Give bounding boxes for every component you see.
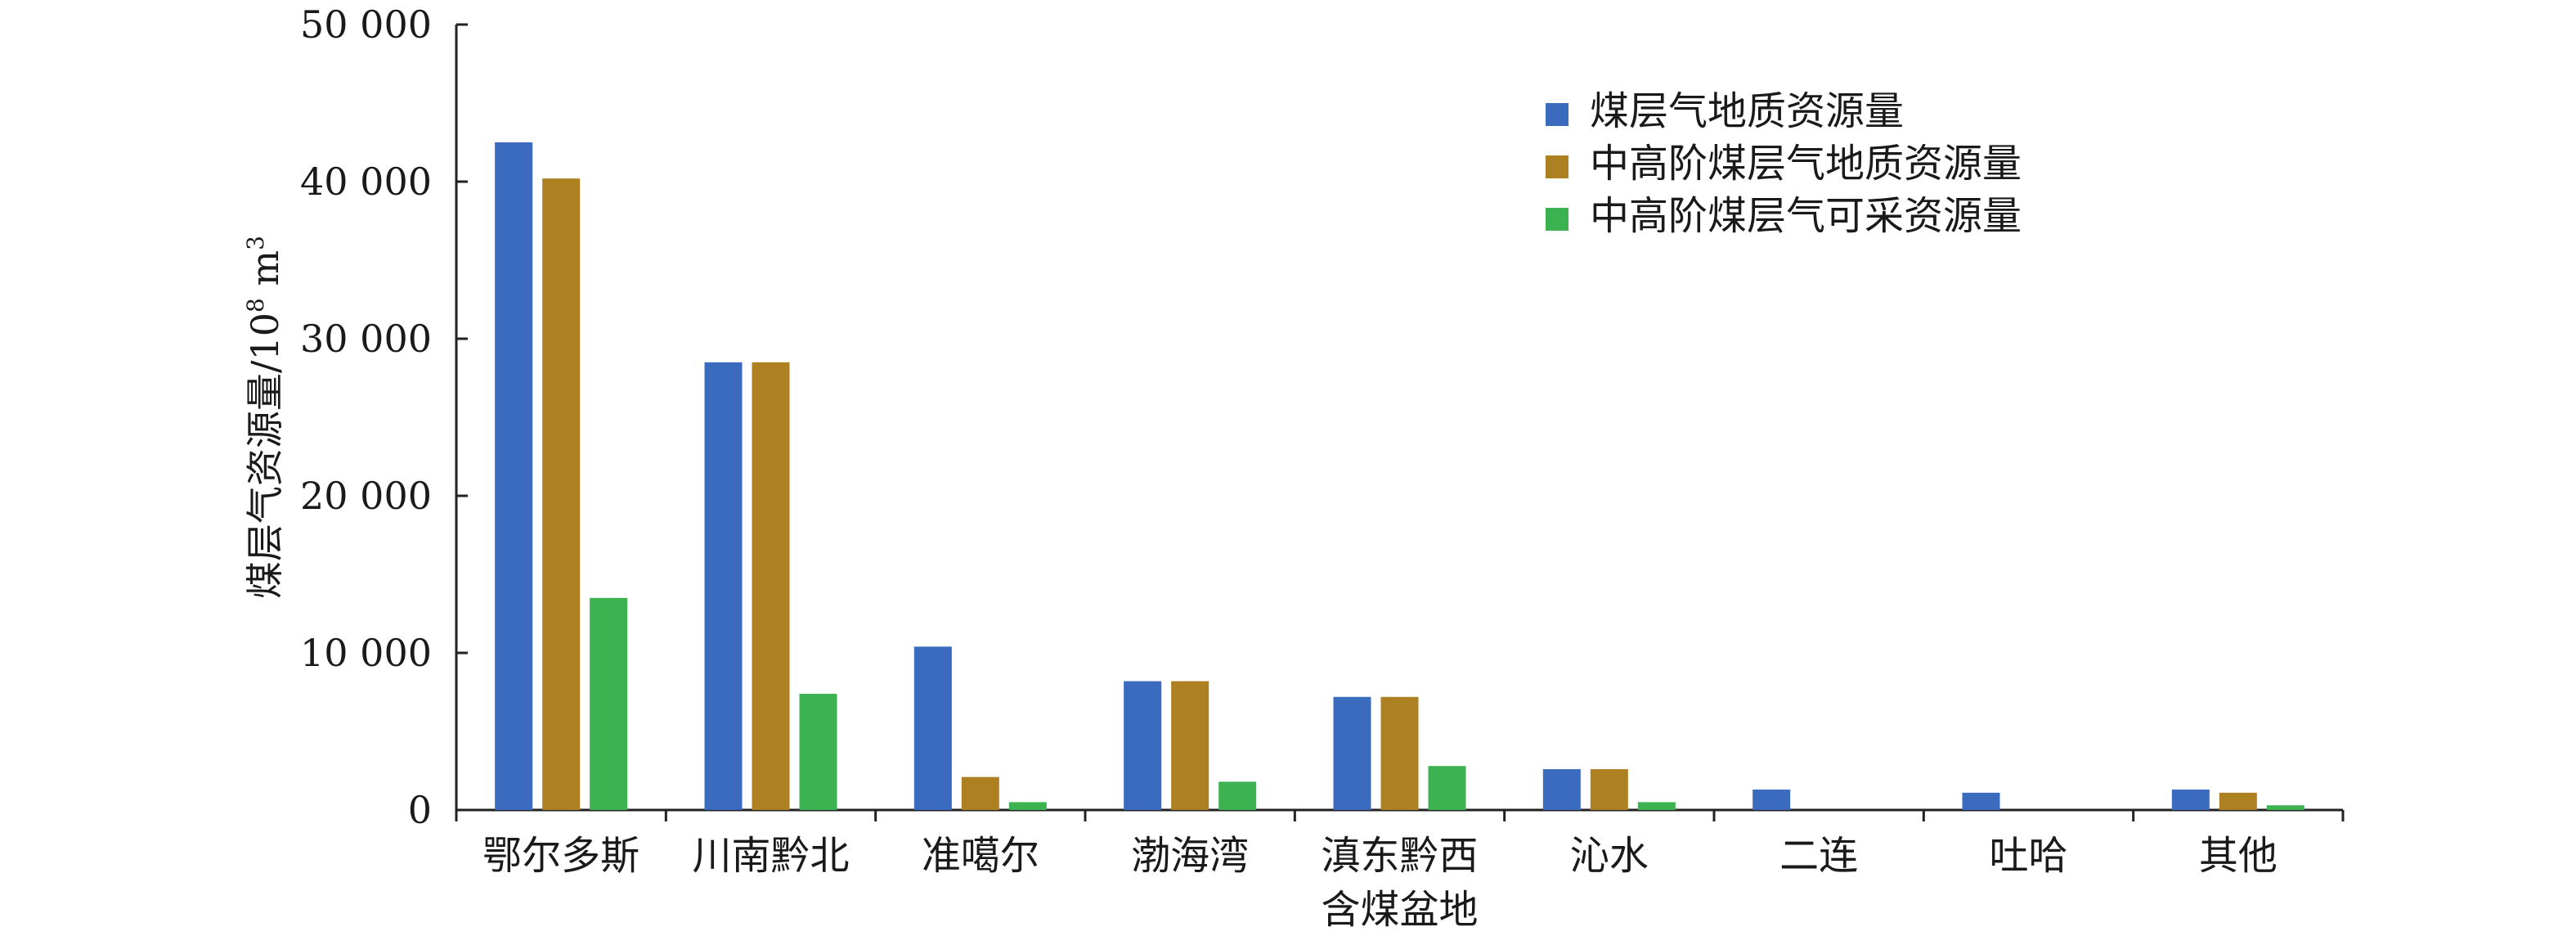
bar — [913, 646, 952, 810]
y-axis-title-unit-exponent: 3 — [242, 236, 269, 250]
x-tick-label: 川南黔北 — [692, 833, 849, 879]
bar — [1637, 802, 1676, 810]
bar — [1008, 802, 1047, 810]
x-tick-label: 渤海湾 — [1131, 833, 1249, 879]
bars — [495, 142, 2304, 810]
x-tick-label: 滇东黔西 — [1321, 833, 1478, 879]
bar — [1752, 790, 1791, 810]
y-axis-title-main: 煤层气资源量/10 — [243, 313, 287, 599]
bar — [542, 178, 581, 810]
bar — [1171, 681, 1209, 810]
bar — [961, 776, 999, 810]
bar — [1962, 792, 2000, 810]
y-axis-title-exponent: 8 — [242, 298, 269, 313]
legend-label: 中高阶煤层气地质资源量 — [1590, 141, 2022, 187]
legend-swatch — [1546, 208, 1568, 231]
bar — [1124, 681, 1162, 810]
y-axis-title: 煤层气资源量/108 m3 — [242, 236, 287, 599]
x-tick-label: 沁水 — [1570, 833, 1649, 879]
x-tick-label: 二连 — [1779, 833, 1858, 879]
y-tick-label: 20 000 — [300, 474, 432, 518]
bar — [1590, 769, 1628, 810]
bar — [1380, 696, 1419, 810]
bar — [2219, 792, 2257, 810]
bar — [704, 362, 743, 810]
legend-swatch — [1546, 155, 1568, 178]
x-tick-label: 准噶尔 — [922, 833, 1039, 879]
y-tick-label: 40 000 — [300, 160, 432, 204]
bar — [1333, 696, 1371, 810]
x-tick-label: 吐哈 — [1989, 833, 2067, 879]
y-axis-title-unit: m — [243, 250, 287, 298]
bar — [1542, 769, 1581, 810]
legend-label: 中高阶煤层气可采资源量 — [1590, 193, 2022, 239]
bar — [799, 693, 837, 810]
y-tick-label: 30 000 — [300, 317, 432, 361]
bar — [2266, 805, 2304, 810]
bar — [752, 362, 790, 810]
bar — [495, 142, 533, 810]
bar — [2171, 790, 2210, 810]
x-tick-label: 含煤盆地 — [1321, 887, 1478, 933]
x-tick-label: 其他 — [2199, 833, 2278, 879]
bar — [1428, 766, 1466, 810]
y-axis: 0 10 000 20 000 30 000 40 000 50 000 — [300, 2, 468, 832]
x-tick-label: 鄂尔多斯 — [482, 833, 640, 879]
bar — [1218, 781, 1257, 810]
y-tick-label: 10 000 — [300, 631, 432, 675]
y-tick-label: 0 — [408, 788, 432, 832]
legend-swatch — [1546, 103, 1568, 126]
y-tick-label: 50 000 — [300, 2, 432, 47]
legend-label: 煤层气地质资源量 — [1590, 88, 1904, 134]
bar — [590, 597, 628, 810]
